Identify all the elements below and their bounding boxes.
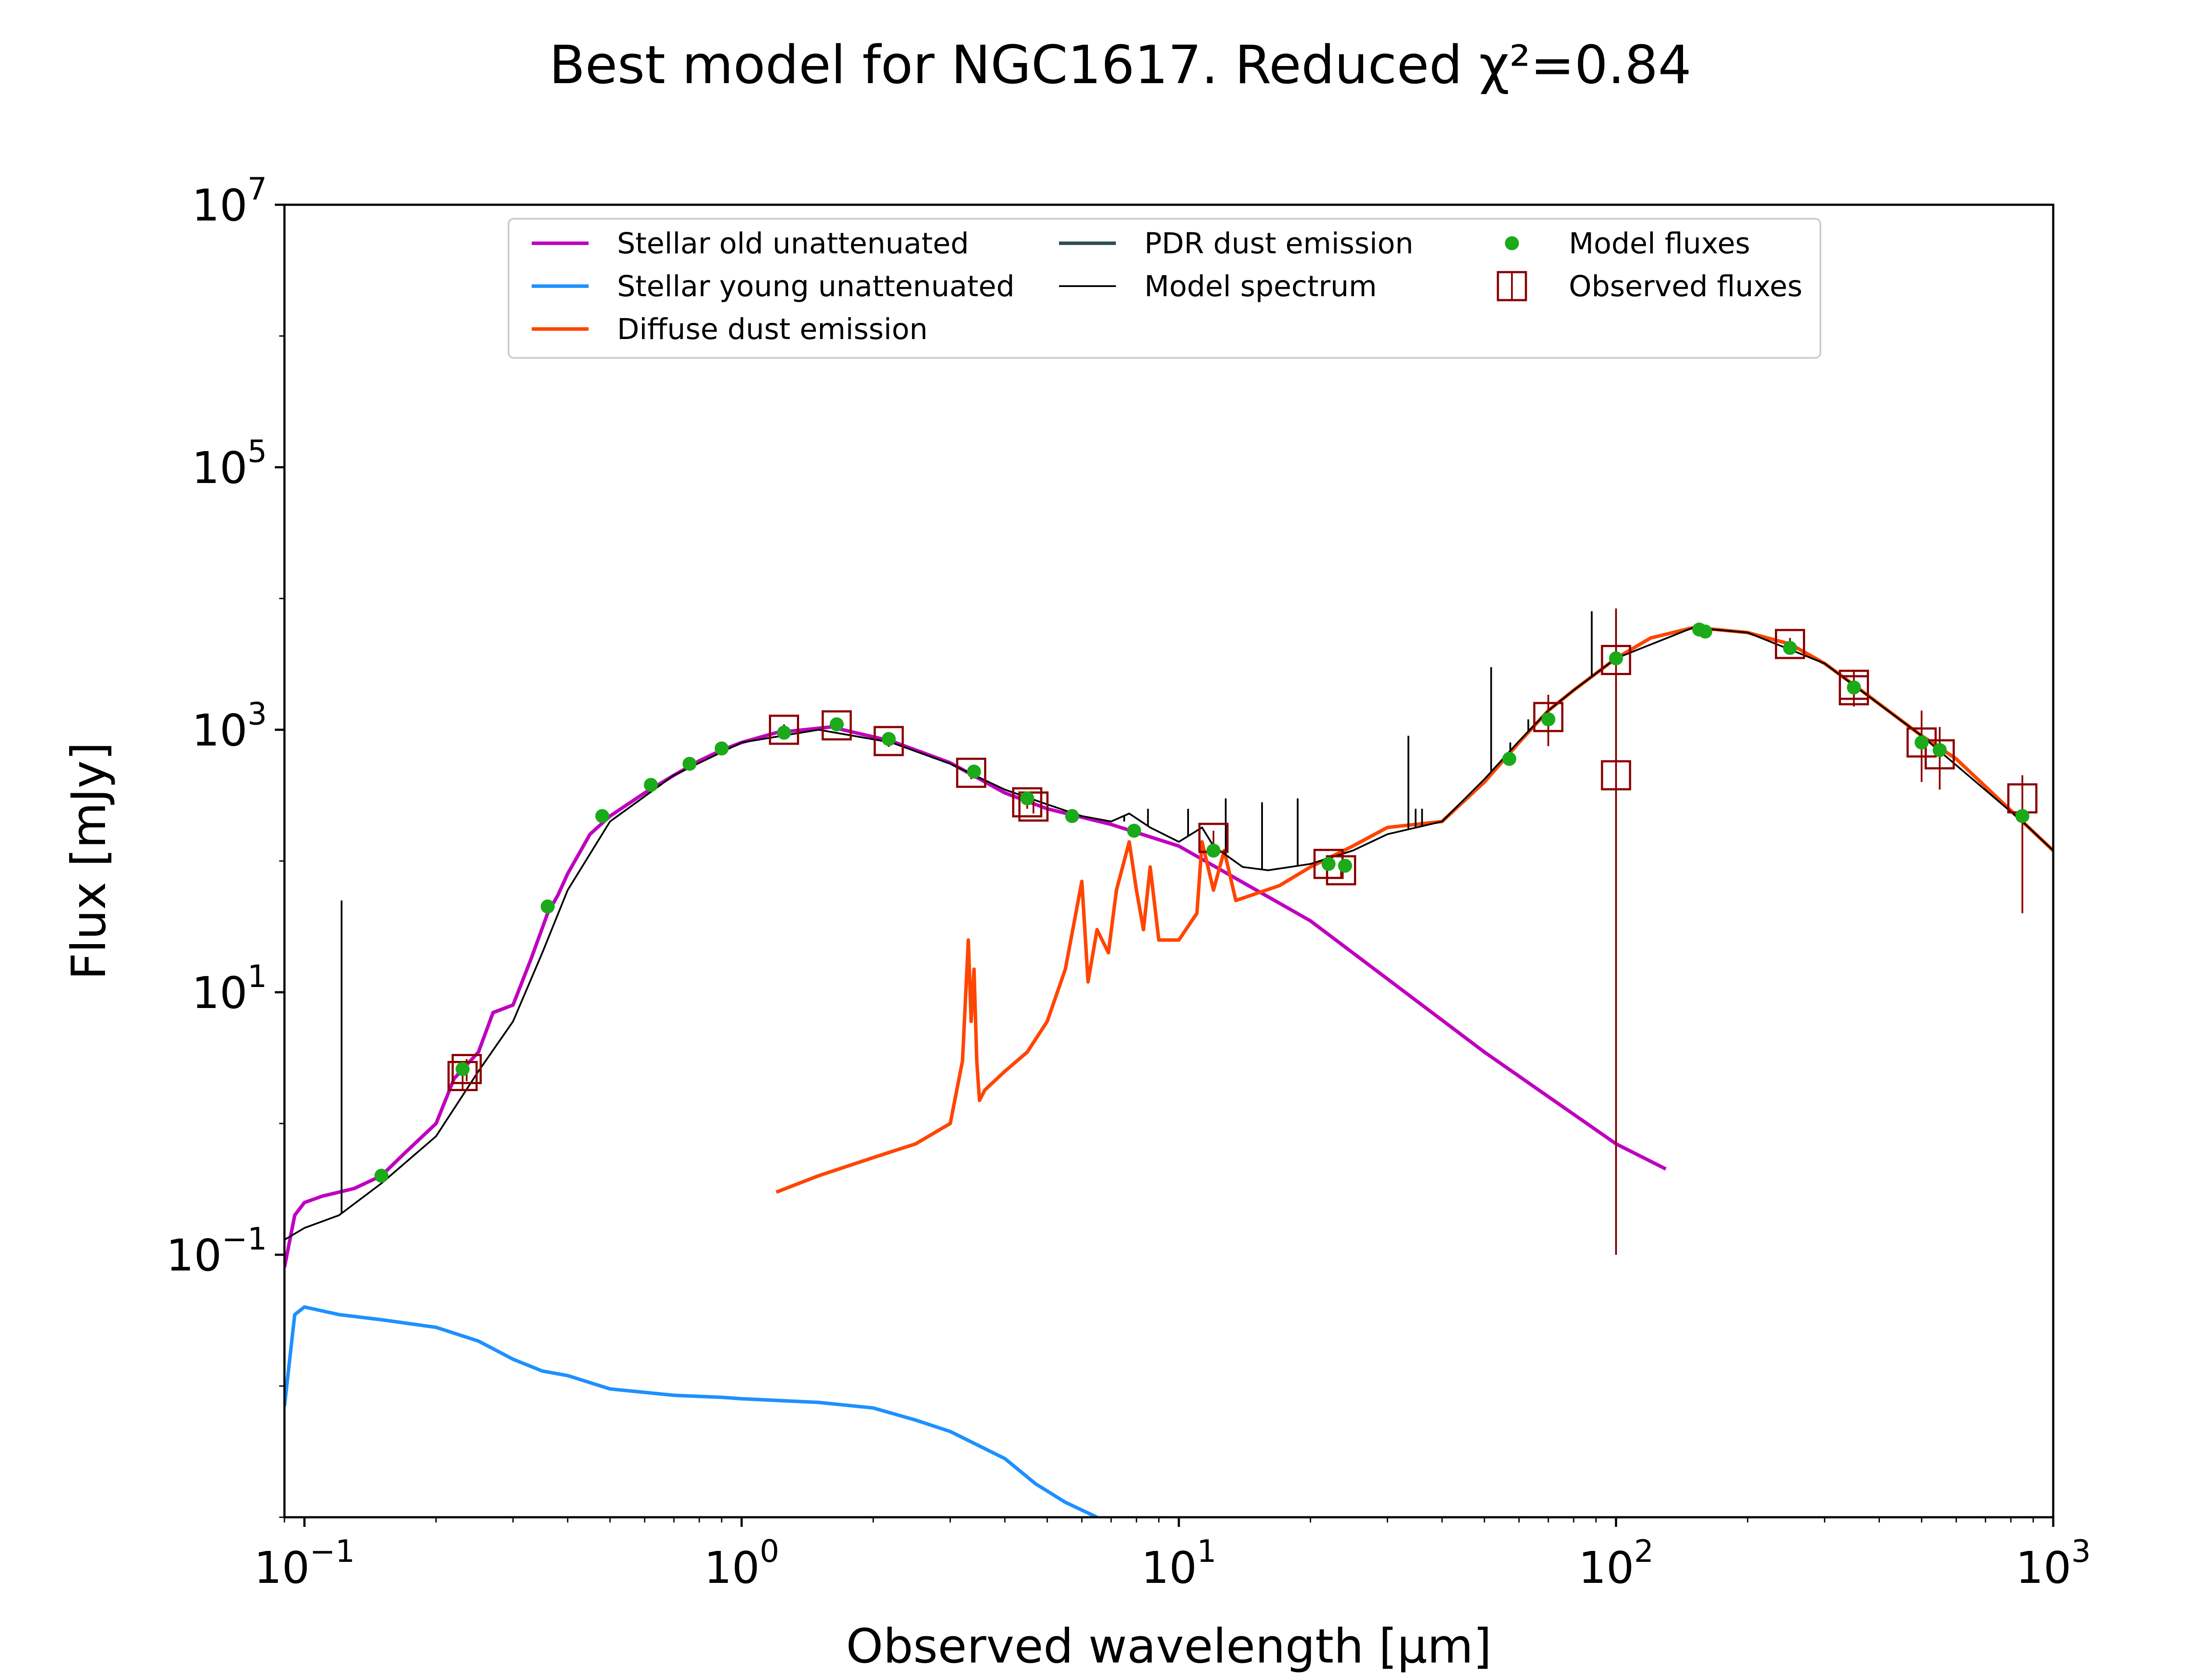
model-flux-point xyxy=(1847,680,1861,695)
x-tick-label: 10−1 xyxy=(254,1533,354,1593)
legend-item-diffuse-dust-emission: Diffuse dust emission xyxy=(532,312,928,346)
plot-area xyxy=(284,608,2053,1517)
legend-item-model-fluxes: Model fluxes xyxy=(1505,227,1750,260)
y-tick-label: 10−1 xyxy=(166,1221,267,1281)
model-flux-point xyxy=(1609,651,1623,665)
model-flux-point xyxy=(715,741,729,756)
observed-flux-marker xyxy=(1906,727,1937,758)
observed-flux-marker xyxy=(1925,739,1955,770)
model-flux-point xyxy=(1127,823,1141,838)
model-flux-point xyxy=(1914,735,1929,750)
model-flux-point xyxy=(2015,809,2030,823)
y-axis-label: Flux [mJy] xyxy=(62,742,116,980)
model-flux-point xyxy=(540,900,555,914)
model-flux-point xyxy=(1020,791,1034,805)
chart-title: Best model for NGC1617. Reduced χ²=0.84 xyxy=(549,35,1691,96)
model-flux-point xyxy=(456,1062,470,1076)
x-tick-label: 102 xyxy=(1578,1533,1654,1593)
observed-flux-marker xyxy=(1018,791,1049,822)
legend-label: PDR dust emission xyxy=(1144,227,1413,260)
series-line-stellar-young-unattenuated xyxy=(284,1305,1098,1517)
observed-flux-marker xyxy=(1774,629,1805,659)
model-flux-point xyxy=(1783,641,1797,655)
x-axis: 10−1 100 101 102 103 xyxy=(254,1517,2091,1593)
series-line-model-spectrum xyxy=(284,626,2053,1241)
x-tick-label: 100 xyxy=(704,1533,779,1593)
model-flux-point xyxy=(595,809,610,823)
observed-flux-marker xyxy=(821,710,852,741)
legend-label: Observed fluxes xyxy=(1569,270,1802,303)
legend-label: Stellar old unattenuated xyxy=(617,227,969,260)
x-tick-label: 101 xyxy=(1141,1533,1217,1593)
model-flux-point xyxy=(881,732,896,746)
legend-label: Diffuse dust emission xyxy=(617,312,928,346)
y-axis: 10−1 101 103 105 107 xyxy=(166,171,284,1518)
legend-swatch xyxy=(1505,236,1519,250)
observed-flux-marker xyxy=(769,714,799,745)
observed-flux-marker xyxy=(451,1054,482,1085)
legend-box xyxy=(508,218,1821,359)
observed-flux-marker xyxy=(1601,760,1631,791)
model-flux-point xyxy=(1502,752,1517,766)
legend-item-stellar-old-unattenuated: Stellar old unattenuated xyxy=(532,227,969,260)
model-flux-point xyxy=(1206,844,1220,858)
y-tick-label: 103 xyxy=(192,696,267,756)
model-flux-point xyxy=(1338,858,1352,873)
model-flux-point xyxy=(1932,743,1947,757)
observed-flux-marker xyxy=(1601,645,1631,676)
model-flux-point xyxy=(830,717,844,732)
observed-flux-marker xyxy=(1012,787,1042,818)
legend-label: Stellar young unattenuated xyxy=(617,270,1015,303)
x-axis-label: Observed wavelength [μm] xyxy=(846,1619,1492,1674)
y-tick-label: 107 xyxy=(192,171,267,231)
observed-flux-marker xyxy=(873,726,904,756)
observed-flux-marker xyxy=(447,1060,478,1091)
legend-label: Model fluxes xyxy=(1569,227,1750,260)
legend-label: Model spectrum xyxy=(1144,270,1377,303)
model-flux-point xyxy=(1321,857,1336,871)
legend-item-stellar-young-unattenuated: Stellar young unattenuated xyxy=(532,270,1015,303)
observed-flux-marker xyxy=(1533,702,1564,732)
legend-item-model-spectrum: Model spectrum xyxy=(1059,270,1377,303)
observed-flux-marker xyxy=(1838,675,1869,706)
model-flux-point xyxy=(967,764,981,779)
model-flux-point xyxy=(1065,809,1079,823)
legend: Stellar old unattenuated Stellar young un… xyxy=(508,218,1821,359)
x-tick-label: 103 xyxy=(2016,1533,2091,1593)
legend-item-pdr-dust-emission: PDR dust emission xyxy=(1059,227,1413,260)
model-flux-point xyxy=(1698,624,1712,639)
model-flux-point xyxy=(644,778,658,792)
y-tick-label: 105 xyxy=(192,434,267,494)
observed-flux-marker xyxy=(956,757,986,788)
model-flux-point xyxy=(777,725,791,740)
model-flux-point xyxy=(374,1169,389,1183)
y-tick-label: 101 xyxy=(192,959,267,1018)
model-flux-point xyxy=(1541,712,1556,727)
model-flux-point xyxy=(682,756,697,771)
legend-item-observed-fluxes: Observed fluxes xyxy=(1497,270,1802,303)
